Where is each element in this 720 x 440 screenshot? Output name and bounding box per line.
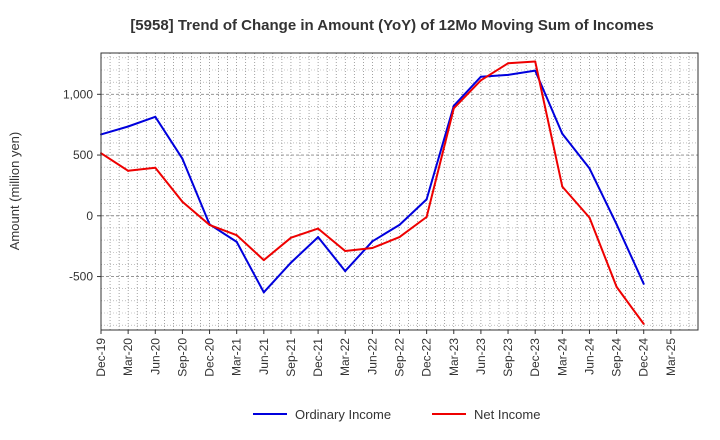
data-point [289, 261, 292, 264]
x-tick-label: Dec-23 [528, 338, 542, 377]
x-tick-label: Dec-21 [311, 338, 325, 377]
x-tick-label: Dec-20 [203, 338, 217, 377]
data-point [534, 60, 537, 63]
data-point [534, 69, 537, 72]
y-tick-label: 0 [86, 209, 93, 223]
data-point [615, 285, 618, 288]
data-point [398, 223, 401, 226]
data-point [588, 216, 591, 219]
x-tick-label: Jun-23 [474, 338, 488, 375]
data-point [344, 250, 347, 253]
x-tick-label: Sep-21 [284, 338, 298, 377]
data-point [479, 75, 482, 78]
x-tick-label: Sep-23 [501, 338, 515, 377]
data-point [642, 282, 645, 285]
x-tick-label: Dec-24 [637, 338, 651, 377]
y-tick-label: 1,000 [63, 87, 93, 101]
data-point [235, 240, 238, 243]
data-point [235, 234, 238, 237]
data-point [479, 79, 482, 82]
data-point [588, 167, 591, 170]
legend-label-net-income: Net Income [474, 407, 540, 422]
x-tick-label: Mar-21 [230, 338, 244, 376]
data-point [208, 223, 211, 226]
x-tick-label: Sep-24 [610, 338, 624, 377]
data-point [425, 198, 428, 201]
data-point [642, 322, 645, 325]
x-tick-label: Mar-23 [447, 338, 461, 376]
x-tick-label: Dec-19 [94, 338, 108, 377]
data-point [262, 291, 265, 294]
data-point [452, 107, 455, 110]
data-point [561, 185, 564, 188]
data-point [154, 115, 157, 118]
chart-title: [5958] Trend of Change in Amount (YoY) o… [130, 17, 653, 34]
x-tick-label: Dec-22 [420, 338, 434, 377]
data-point [371, 246, 374, 249]
x-tick-label: Jun-21 [257, 338, 271, 375]
x-tick-label: Sep-22 [393, 338, 407, 377]
x-axis: Dec-19 Mar-20 Jun-20 Sep-20 Dec-20 Mar-21 Jun-… [94, 330, 678, 377]
data-point [181, 157, 184, 160]
x-tick-label: Jun-24 [582, 338, 596, 375]
data-point [181, 200, 184, 203]
x-tick-label: Mar-25 [664, 338, 678, 376]
x-tick-label: Jun-20 [148, 338, 162, 375]
series-layer [100, 60, 645, 325]
x-tick-label: Jun-22 [365, 338, 379, 375]
data-point [317, 227, 320, 230]
grid-lines [101, 53, 698, 330]
y-axis: 1,000 500 0 -500 [63, 87, 101, 284]
data-point [507, 62, 510, 65]
data-point [127, 125, 130, 128]
data-point [398, 236, 401, 239]
series-line-ordinary-income [100, 69, 645, 294]
x-tick-label: Mar-20 [121, 338, 135, 376]
y-tick-label: 500 [73, 148, 93, 162]
data-point [289, 236, 292, 239]
data-point [425, 216, 428, 219]
x-tick-label: Mar-24 [555, 338, 569, 376]
data-point [317, 236, 320, 239]
data-point [615, 223, 618, 226]
x-tick-label: Sep-20 [175, 338, 189, 377]
data-point [344, 270, 347, 273]
data-point [262, 259, 265, 262]
x-tick-label: Mar-22 [338, 338, 352, 376]
y-tick-label: -500 [69, 270, 93, 284]
data-point [507, 73, 510, 76]
data-point [561, 132, 564, 135]
data-point [154, 166, 157, 169]
data-point [127, 169, 130, 172]
legend-label-ordinary-income: Ordinary Income [295, 407, 391, 422]
data-point [452, 104, 455, 107]
data-point [371, 240, 374, 243]
legend: Ordinary Income Net Income [253, 407, 540, 422]
y-axis-label: Amount (million yen) [7, 132, 22, 251]
